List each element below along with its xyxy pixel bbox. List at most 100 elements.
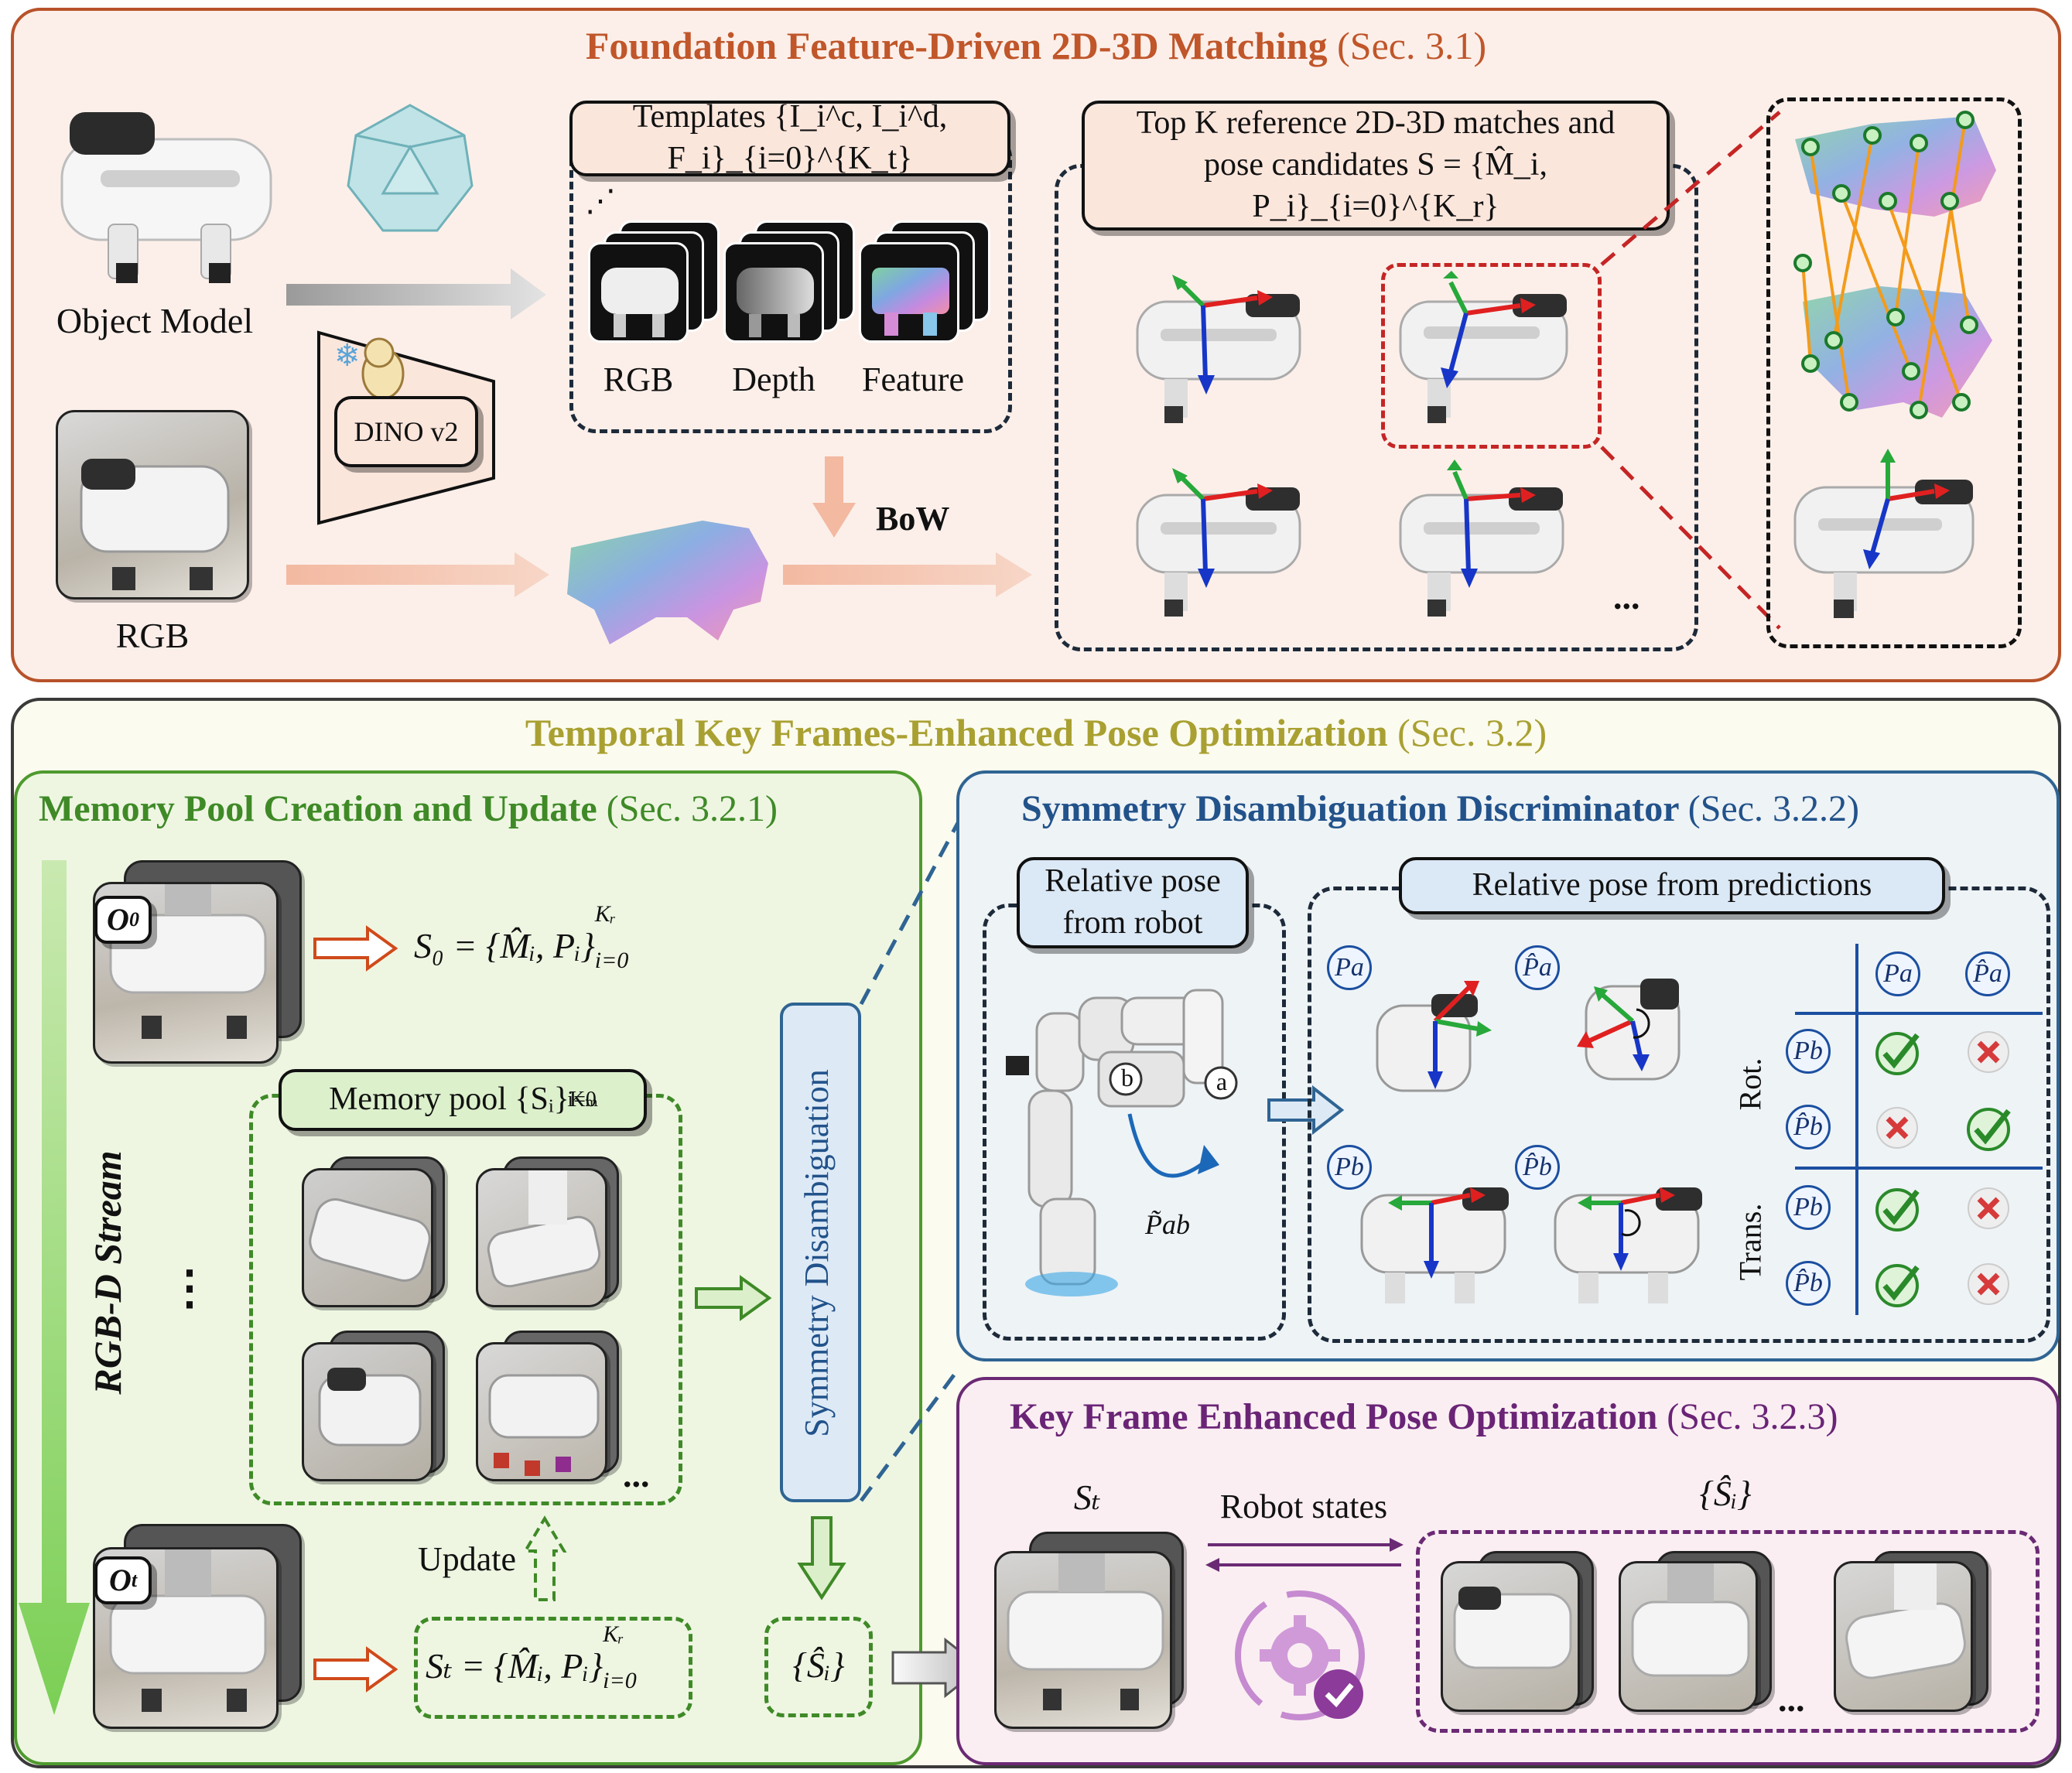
candidate-pose-3	[1136, 468, 1301, 617]
kf-shat-label: {Ŝᵢ}	[1699, 1474, 1752, 1513]
pa-hat-badge: P̂a	[1515, 945, 1560, 990]
pool-vertical-ellipsis: ⋮	[166, 1262, 213, 1314]
optimization-title: Temporal Key Frames-Enhanced Pose Optimi…	[525, 711, 1547, 754]
pb-badge: Pb	[1327, 1145, 1372, 1190]
selected-candidate-box	[1381, 263, 1602, 449]
pred-object-pa-hat	[1577, 979, 1681, 1081]
decision-table-lines	[1795, 944, 2043, 1315]
optimization-gear-icon	[1235, 1590, 1365, 1720]
bow-arrow	[783, 552, 1032, 597]
tpl-rgb-stack	[588, 220, 720, 352]
kf-frame-3	[1834, 1561, 1973, 1712]
shat-label: {Ŝᵢ}	[792, 1645, 845, 1685]
kf-ellipsis: ...	[1778, 1679, 1805, 1719]
tpl-feature-stack	[859, 220, 990, 352]
s0-formula: S₀ = {M̂ᵢ, Pᵢ} Kᵣ i=0	[414, 901, 629, 973]
update-arrow	[522, 1515, 567, 1601]
memory-title: Memory Pool Creation and Update (Sec. 3.…	[39, 788, 778, 829]
candidate-pose-2	[1399, 271, 1568, 423]
trans-label: Trans.	[1732, 1203, 1768, 1281]
pab-label: P̃ab	[1145, 1209, 1190, 1240]
robot-arm-image	[1006, 989, 1238, 1296]
kf-frame-1	[1441, 1561, 1580, 1712]
table-row1-pb: Pb	[1786, 1029, 1831, 1074]
robot-point-b: b	[1121, 1064, 1133, 1091]
symmetry-title: Symmetry Disambiguation Discriminator (S…	[1021, 788, 1860, 829]
tpl-feature-label: Feature	[862, 360, 964, 398]
cross-icon	[1968, 1263, 2009, 1305]
rgb-input-image	[56, 410, 249, 600]
candidate-pose-4	[1399, 459, 1564, 617]
st-box	[414, 1617, 692, 1719]
object-arrow	[286, 268, 546, 319]
pa-badge: Pa	[1327, 945, 1372, 990]
pool-frame-3	[302, 1342, 433, 1481]
keyframe-title: Key Frame Enhanced Pose Optimization (Se…	[1010, 1396, 1838, 1437]
matches-visualization	[1793, 111, 1996, 419]
table-row4-pb-hat: P̂b	[1786, 1261, 1831, 1306]
cross-icon	[1968, 1187, 2009, 1229]
kf-frame-2	[1619, 1561, 1758, 1712]
pool-frame-1	[302, 1168, 433, 1307]
symmetry-disambiguation-box	[780, 1003, 861, 1502]
bow-label: BoW	[876, 500, 950, 538]
candidates-ellipsis: ...	[1613, 577, 1640, 617]
zoom-connectors	[1600, 111, 1781, 630]
rgb-input-label: RGB	[115, 616, 190, 655]
matched-pose	[1793, 449, 1975, 618]
templates-label: Templates {I_i^c, I_i^d, F_i}_{i=0}^{K_t…	[569, 99, 1010, 176]
keyframe-set-box	[1416, 1530, 2040, 1733]
templates-down-arrow	[812, 456, 856, 538]
sphere-icon	[347, 104, 474, 232]
tpl-depth-label: Depth	[732, 360, 815, 398]
pred-object-pb-hat	[1554, 1187, 1702, 1303]
rot-label: Rot.	[1732, 1057, 1768, 1111]
kf-st-label: Sₜ	[1073, 1478, 1101, 1517]
ot-arrow	[313, 1646, 398, 1693]
pred-object-pb	[1360, 1187, 1509, 1303]
o0-arrow	[313, 925, 398, 972]
cross-icon	[1876, 1107, 1918, 1149]
object-model-image	[60, 112, 272, 283]
st-formula: Sₜ = {M̂ᵢ, Pᵢ} Kᵣ i=0	[426, 1621, 637, 1693]
candidate-pose-1	[1136, 275, 1301, 423]
robot-point-a: a	[1216, 1068, 1228, 1095]
robot-states-label: Robot states	[1219, 1488, 1388, 1525]
shat-box	[764, 1617, 873, 1717]
matching-title: Foundation Feature-Driven 2D-3D Matching…	[585, 24, 1487, 67]
pred-pose-label: Relative pose from predictions	[1399, 857, 1945, 914]
pool-frame-4	[476, 1342, 607, 1481]
tpl-depth-stack	[723, 220, 855, 352]
tpl-rgb-label: RGB	[603, 360, 674, 398]
table-row3-pb: Pb	[1786, 1185, 1831, 1230]
pool-ellipsis: ...	[623, 1455, 650, 1495]
memory-pool-label: Memory pool {Sᵢ} Kₘ i=0	[279, 1069, 647, 1131]
check-icon	[1967, 1108, 2011, 1151]
svg-text:❄: ❄	[334, 338, 361, 373]
frame-ot	[93, 1547, 279, 1729]
robot-pose-label: Relative pose from robot	[1017, 857, 1249, 948]
robot-states-arrows	[1205, 1538, 1404, 1572]
update-label: Update	[418, 1540, 517, 1578]
topk-label: Top K reference 2D-3D matches and pose c…	[1082, 101, 1670, 231]
kf-st-frame	[994, 1551, 1172, 1729]
sym-down-arrow	[797, 1516, 846, 1600]
robot-to-pred-arrow	[1267, 1085, 1345, 1136]
templates-ellipsis: ⋰	[585, 183, 616, 218]
pred-object-pa	[1376, 981, 1492, 1092]
check-icon	[1875, 1264, 1920, 1307]
pool-frame-2	[476, 1168, 607, 1307]
rgb-arrow	[286, 552, 549, 597]
object-model-label: Object Model	[56, 301, 254, 340]
dino-label: DINO v2	[334, 396, 478, 467]
pb-hat-badge: P̂b	[1515, 1145, 1560, 1190]
table-row2-pb-hat: P̂b	[1786, 1105, 1831, 1150]
matching-zoom-box	[1766, 97, 2022, 648]
table-header-pa-hat: P̂a	[1965, 951, 2010, 996]
stream-arrow	[19, 860, 90, 1715]
check-icon	[1875, 1188, 1920, 1232]
query-feature-map	[567, 521, 768, 644]
